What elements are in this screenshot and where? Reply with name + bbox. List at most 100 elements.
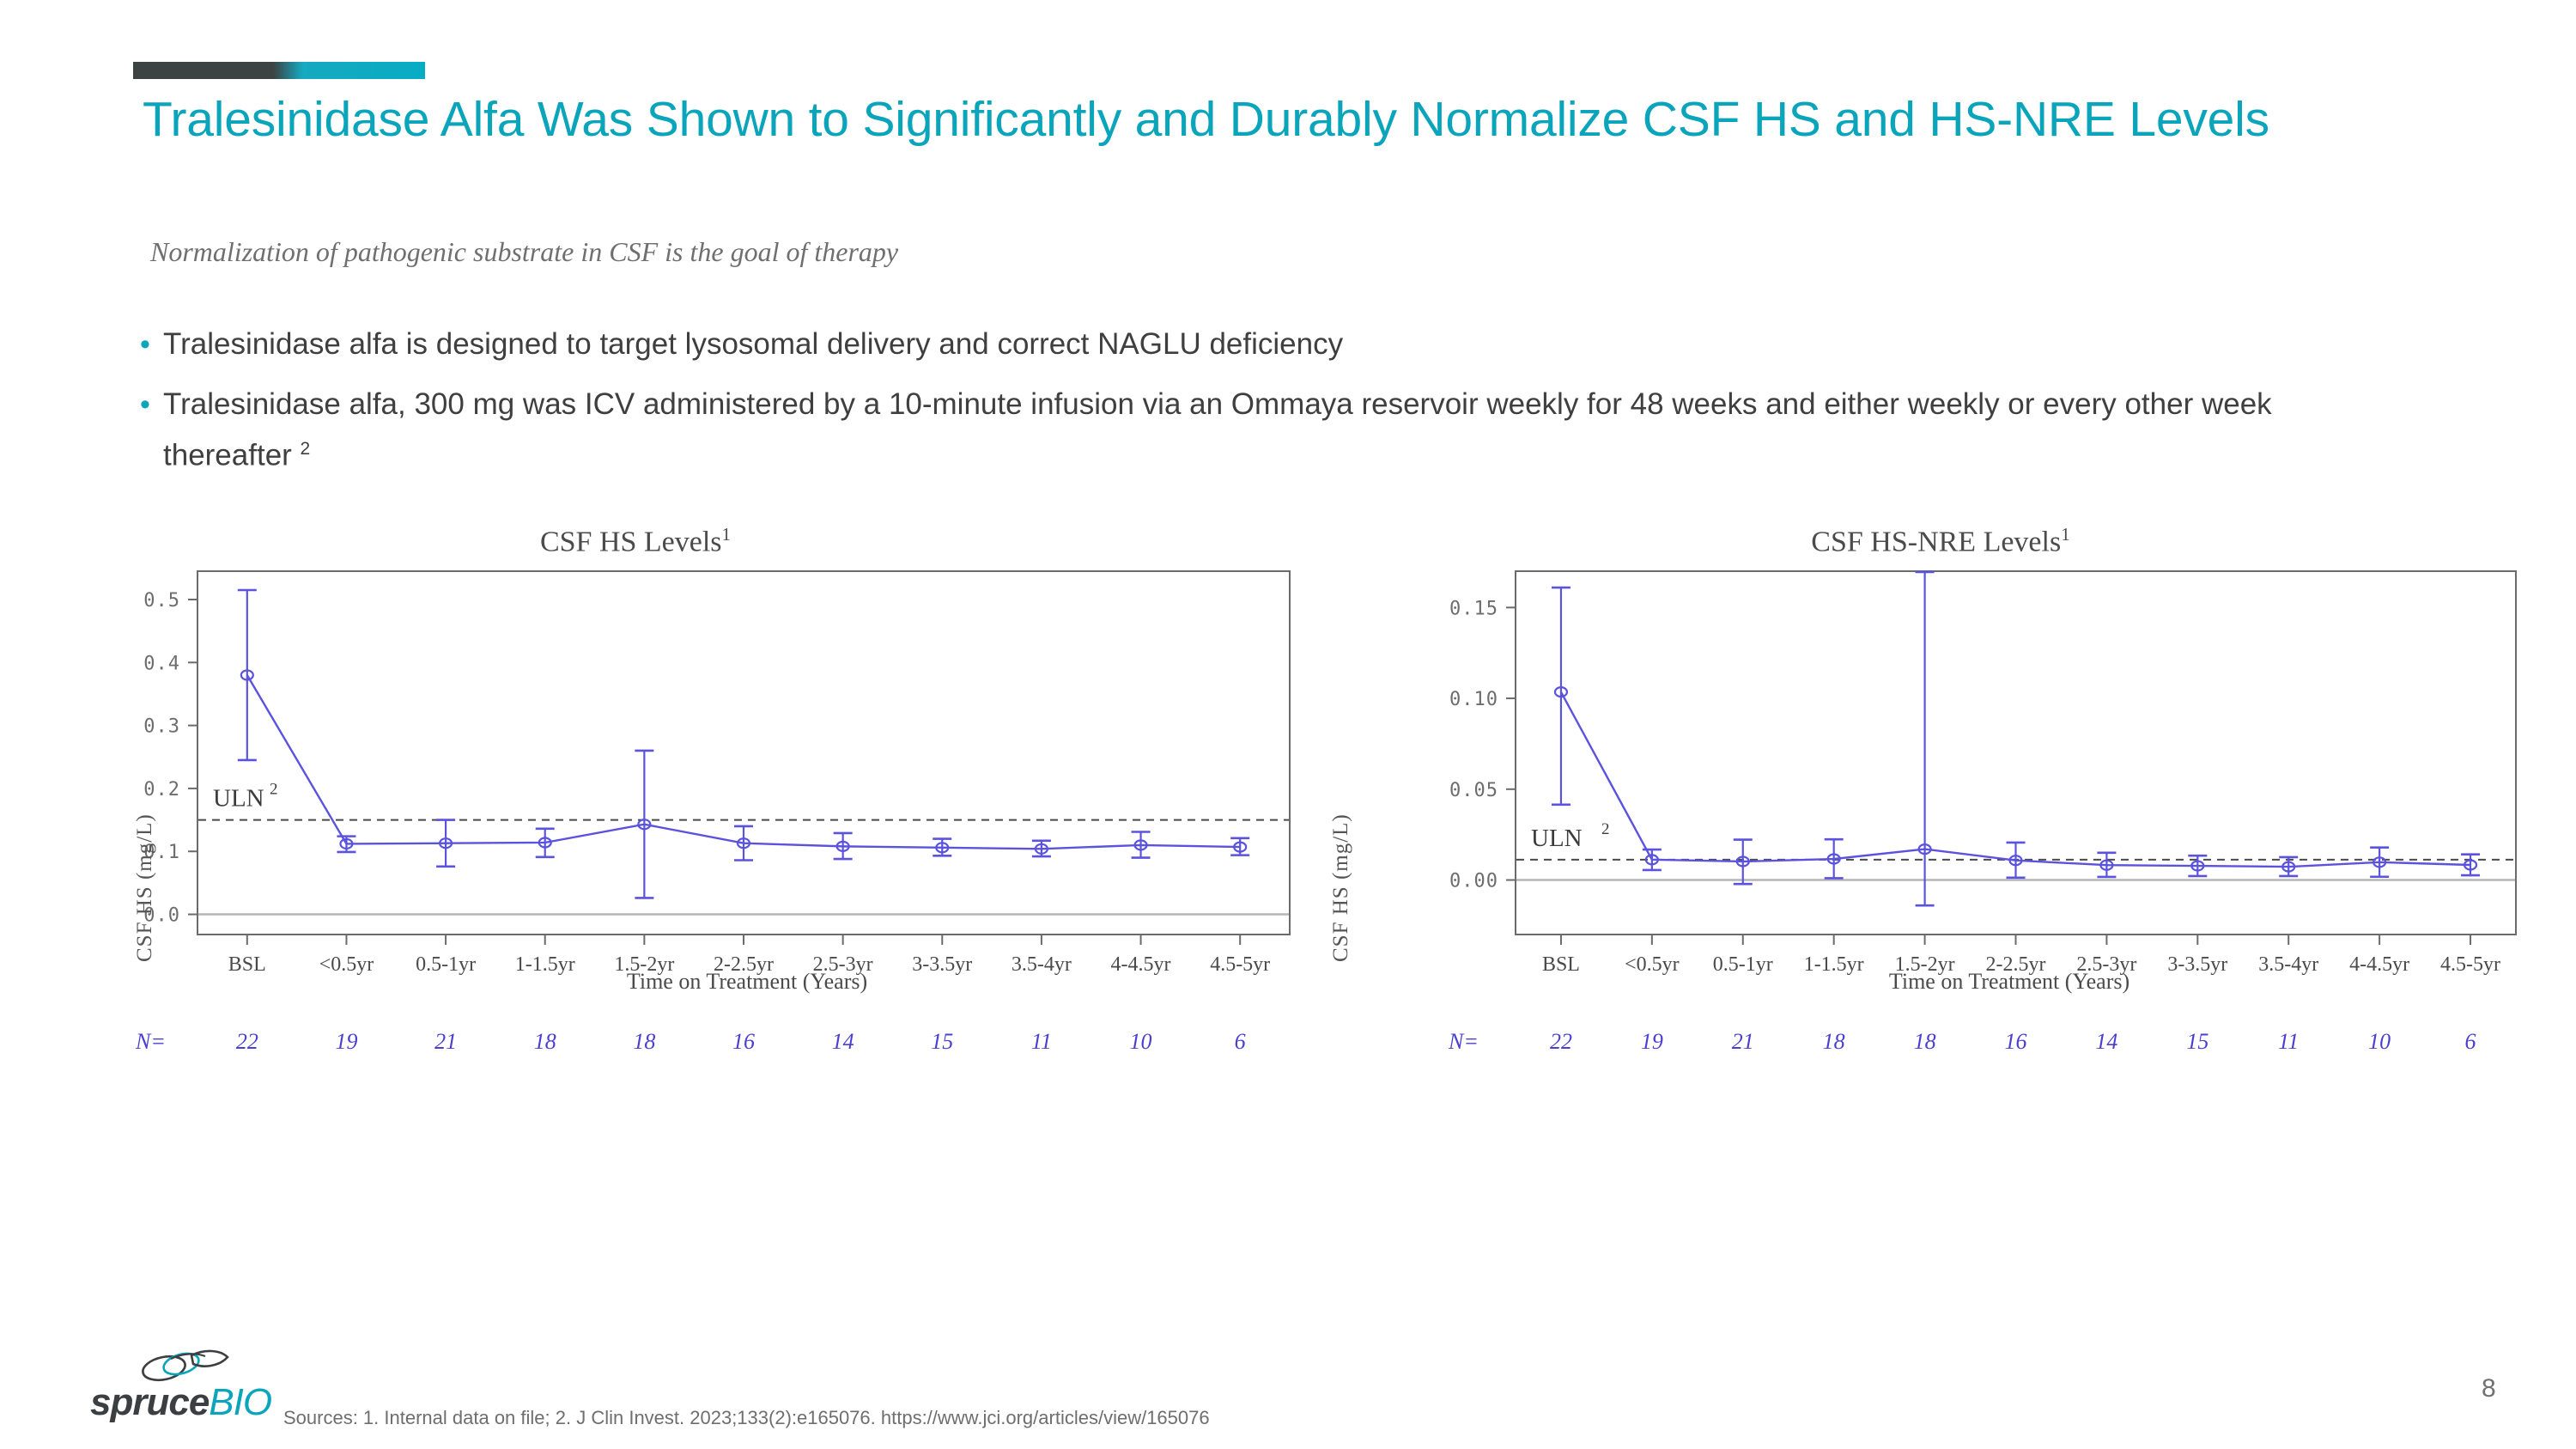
plot-area-csf-hs: 0.0 0.1 0.2 0.3 0.4 0.5 ULN 2 BSL <0.5yr 0.5-1yr 1-… <box>143 570 1291 976</box>
error-bar <box>237 588 257 762</box>
bullet-body: Tralesinidase alfa is designed to target… <box>163 327 1344 361</box>
bullet-body: Tralesinidase alfa, 300 mg was ICV admin… <box>163 387 2272 472</box>
error-bar <box>436 819 456 868</box>
chart-title: CSF HS Levels1 <box>112 524 1159 558</box>
x-tick-label: 4.5-5yr <box>2440 953 2500 976</box>
n-value: 16 <box>732 1029 755 1054</box>
spruce-leaf-icon <box>142 1349 229 1382</box>
x-tick-label: 3.5-4yr <box>2258 953 2318 976</box>
data-point-marker <box>2281 861 2296 873</box>
error-bar <box>2188 854 2208 878</box>
n-row-csf-hs: N= 22 19 21 18 18 16 14 15 11 10 6 <box>103 1029 1322 1063</box>
x-tick-label: 0.5-1yr <box>416 953 476 976</box>
data-point-marker <box>438 837 453 849</box>
uln-label: ULN <box>1531 825 1583 852</box>
logo-wordmark: spruceBIO <box>90 1381 272 1424</box>
n-value: 19 <box>335 1029 358 1054</box>
x-tick-label: 4.5-5yr <box>1210 953 1270 976</box>
x-tick-label: <0.5yr <box>1625 953 1680 976</box>
data-point-marker <box>339 837 354 850</box>
x-tick-label: BSL <box>1542 953 1580 976</box>
error-bar <box>535 827 555 859</box>
y-tick-label: 0.10 <box>1449 689 1498 710</box>
x-tick-label: BSL <box>228 953 266 976</box>
n-value: 18 <box>633 1029 656 1054</box>
data-point-marker <box>1034 843 1049 855</box>
error-bar <box>1915 570 1935 907</box>
logo-spruce-text: spruce <box>90 1381 210 1423</box>
y-tick-label: 0.3 <box>143 716 180 738</box>
error-bar <box>1824 837 1844 880</box>
y-tick-label: 0.0 <box>143 905 180 927</box>
data-point-marker <box>538 837 552 849</box>
data-point-marker <box>2190 860 2205 872</box>
x-tick-label: 2-2.5yr <box>1986 953 2046 976</box>
error-bar <box>2370 846 2390 879</box>
n-value: 15 <box>2186 1029 2209 1054</box>
error-bar <box>734 825 753 861</box>
error-bar <box>1642 848 1662 872</box>
data-point-marker <box>835 840 850 852</box>
n-value: 21 <box>434 1029 458 1054</box>
data-point-marker <box>240 669 254 681</box>
data-point-marker <box>935 842 950 854</box>
x-tick-label: 4-4.5yr <box>2349 953 2409 976</box>
chart-title: CSF HS-NRE Levels1 <box>1425 524 2456 558</box>
n-value: 18 <box>1822 1029 1845 1054</box>
data-point-marker <box>1233 841 1248 853</box>
y-tick-label: 0.1 <box>143 842 180 863</box>
error-bar <box>2461 853 2481 877</box>
y-tick-label: 0.05 <box>1449 780 1498 801</box>
bullet-text: Tralesinidase alfa, 300 mg was ICV admin… <box>163 382 2396 478</box>
x-tick-label: 1.5-2yr <box>614 953 674 976</box>
n-value: 18 <box>533 1029 556 1054</box>
x-tick-label: 3.5-4yr <box>1012 953 1072 976</box>
x-tick-label: 3-3.5yr <box>2167 953 2227 976</box>
list-item: • Tralesinidase alfa is designed to targ… <box>129 322 2499 367</box>
n-value: 11 <box>2278 1029 2300 1054</box>
data-point-marker <box>1826 853 1841 865</box>
bullet-text: Tralesinidase alfa is designed to target… <box>163 322 1343 367</box>
data-point-marker <box>2008 855 2023 867</box>
x-axis-label: Time on Treatment (Years) <box>1888 969 2130 994</box>
error-bar <box>635 749 654 899</box>
page-number: 8 <box>2482 1374 2496 1403</box>
x-tick-label: 1-1.5yr <box>515 953 575 976</box>
x-tick-label: 0.5-1yr <box>1713 953 1773 976</box>
x-tick-label: 4-4.5yr <box>1111 953 1171 976</box>
uln-label: ULN <box>213 785 264 813</box>
data-point-marker <box>2099 859 2114 871</box>
bullet-point-icon: • <box>140 328 150 361</box>
n-value: 22 <box>235 1029 258 1054</box>
data-point-marker <box>1917 843 1932 855</box>
x-tick-label: 2.5-3yr <box>2076 953 2136 976</box>
sources-text: Sources: 1. Internal data on file; 2. J … <box>283 1407 1210 1428</box>
bullet-list: • Tralesinidase alfa is designed to targ… <box>129 322 2499 494</box>
chart-title-text: CSF HS-NRE Levels <box>1811 526 2062 558</box>
plot-area-csf-hs-nre: 0.00 0.05 0.10 0.15 ULN 2 BSL <0.5yr 0.5-1yr 1-1.… <box>1449 570 2517 976</box>
n-value: 16 <box>2004 1029 2027 1054</box>
error-bar <box>833 831 853 861</box>
n-value: 18 <box>1913 1029 1936 1054</box>
n-value: 19 <box>1640 1029 1663 1054</box>
y-tick-label: 0.00 <box>1449 871 1498 892</box>
n-value: 14 <box>2095 1029 2118 1054</box>
n-row-label: N= <box>1449 1029 1479 1054</box>
data-point-marker <box>1644 854 1659 866</box>
chart-title-superscript: 1 <box>2061 524 2070 545</box>
x-tick-label: 1.5-2yr <box>1895 953 1955 976</box>
error-bar <box>1733 838 1753 886</box>
n-value: 10 <box>1129 1029 1152 1054</box>
title-accent-bar <box>133 62 425 79</box>
y-tick-label: 0.5 <box>143 590 180 612</box>
data-point-marker <box>637 819 652 831</box>
uln-superscript: 2 <box>270 781 278 799</box>
n-value: 15 <box>931 1029 954 1054</box>
n-row-label: N= <box>136 1029 166 1054</box>
data-point-marker <box>1133 839 1148 851</box>
data-point-marker <box>1553 686 1569 698</box>
logo-bio-text: BIO <box>209 1381 272 1423</box>
error-bar <box>2097 851 2117 879</box>
data-point-marker <box>2463 859 2478 871</box>
error-bar <box>2006 841 2026 880</box>
